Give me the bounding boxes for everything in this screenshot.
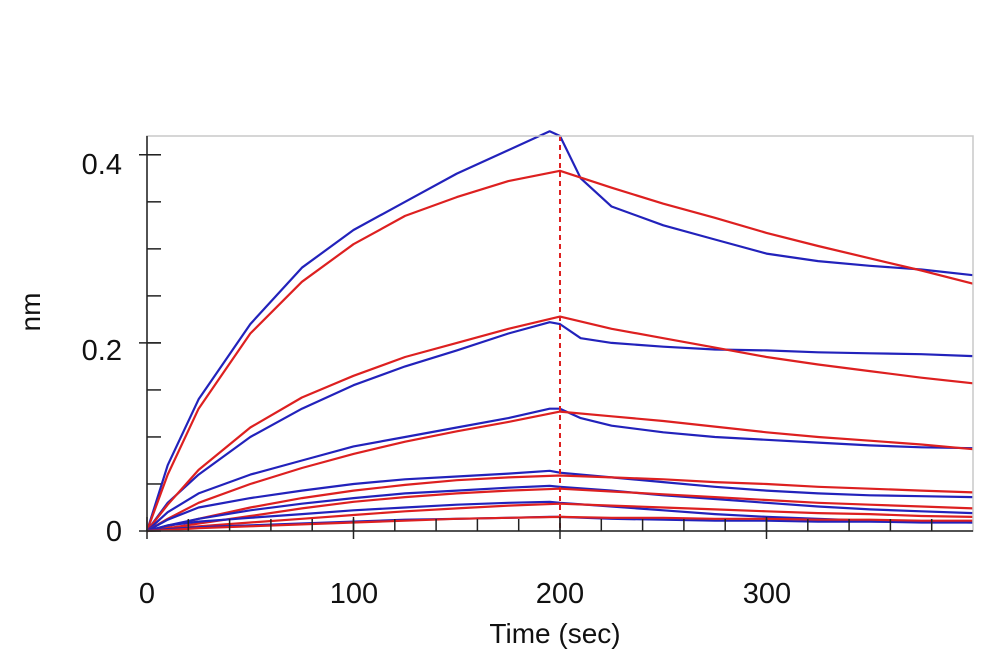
x-tick-label-1: 100 [330,578,378,610]
y-tick-label-1: 0.2 [82,335,122,367]
fit-curve-4 [146,487,974,533]
measured-curve-2 [146,407,974,532]
y-axis-title: nm [15,293,46,332]
x-tick-label-3: 300 [743,578,791,610]
fit-curve-2 [146,410,974,532]
y-tick-label-2: 0.4 [82,149,122,181]
x-tick-label-2: 200 [536,578,584,610]
y-tick-label-0: 0 [106,516,122,548]
fit-curve-5 [146,502,974,533]
fit-curve-0 [145,169,974,532]
tick-layer [139,154,933,539]
measured-curve-4 [146,484,974,533]
measured-curve-1 [146,321,974,532]
series-layer [145,130,974,533]
fit-curve-6 [146,515,973,533]
measured-curve-0 [145,130,974,532]
fit-curve-1 [146,315,974,532]
measured-curve-3 [146,469,974,532]
fit-curve-3 [146,474,974,533]
x-tick-label-0: 0 [139,578,155,610]
x-axis-title: Time (sec) [489,618,620,649]
